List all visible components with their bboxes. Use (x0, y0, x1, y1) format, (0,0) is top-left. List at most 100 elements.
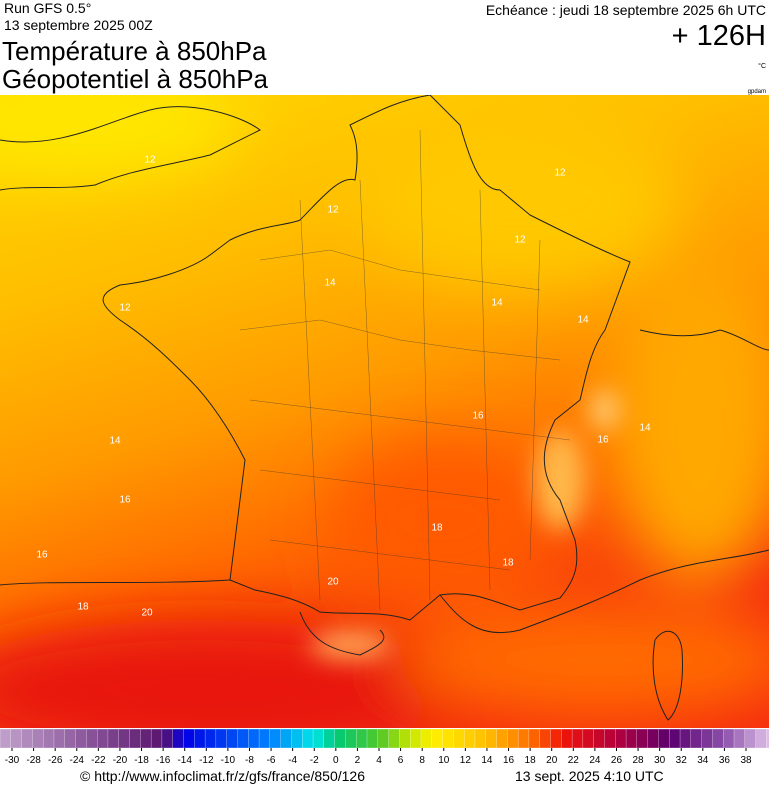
scale-swatch (140, 728, 152, 749)
scale-swatch (615, 728, 627, 749)
scale-tick-label: -6 (267, 755, 276, 766)
contour-label: 14 (491, 298, 503, 309)
scale-swatch (463, 728, 476, 749)
scale-tick-label: -12 (199, 755, 214, 766)
scale-swatch (377, 728, 390, 749)
title-geopotential: Géopotentiel à 850hPa (2, 64, 269, 94)
scale-swatch (485, 728, 498, 749)
scale-tick-label: 4 (376, 755, 382, 766)
scale-swatch (388, 728, 401, 749)
contour-label: 14 (639, 423, 651, 434)
scale-swatch (517, 728, 530, 749)
scale-swatch (507, 728, 519, 749)
scale-swatch (345, 728, 357, 749)
scale-swatch (150, 728, 163, 749)
scale-swatch (356, 728, 368, 749)
scale-tick-label: 22 (568, 755, 580, 766)
scale-tick-label: -22 (91, 755, 106, 766)
scale-swatch (571, 728, 584, 749)
scale-tick-label: -18 (134, 755, 149, 766)
unit-temperature: °C (758, 62, 766, 70)
scale-swatch (258, 728, 271, 749)
scale-tick-label: 12 (460, 755, 472, 766)
scale-swatch (366, 728, 379, 749)
scale-swatch (755, 728, 768, 749)
scale-swatch (302, 728, 314, 749)
contour-label: 14 (577, 315, 589, 326)
scale-swatch (53, 728, 66, 749)
contour-label: 12 (554, 168, 566, 179)
scale-tick-label: -30 (5, 755, 20, 766)
scale-tick-label: -2 (310, 755, 319, 766)
scale-swatch (496, 728, 508, 749)
scale-swatch (237, 728, 249, 749)
scale-swatch (669, 728, 681, 749)
scale-tick-label: -8 (245, 755, 254, 766)
contour-label: 16 (597, 435, 609, 446)
scale-swatch (410, 728, 422, 749)
scale-swatch (64, 728, 77, 749)
scale-swatch (539, 728, 552, 749)
scale-swatch (43, 728, 55, 749)
scale-swatch (161, 728, 174, 749)
contour-labels: 12 12 12 12 12 14 14 14 14 14 16 16 16 16 18 18 18 20 20 (36, 155, 651, 619)
scale-swatch (215, 728, 228, 749)
scale-swatch (107, 728, 120, 749)
scale-swatch (636, 728, 649, 749)
scale-tick-label: -28 (26, 755, 41, 766)
scale-swatch (604, 728, 616, 749)
map: 12 12 12 12 12 14 14 14 14 14 16 16 16 16 18 18 18 20 20 (0, 95, 769, 728)
scale-tick-label: 26 (611, 755, 623, 766)
scale-tick-label: -4 (288, 755, 297, 766)
scale-swatch (744, 728, 757, 749)
scale-tick-label: -20 (113, 755, 128, 766)
scale-swatch (766, 728, 769, 749)
scale-swatch (453, 728, 465, 749)
scale-swatch (690, 728, 703, 749)
scale-swatch (399, 728, 411, 749)
coastlines-and-borders (0, 95, 769, 721)
color-scale: -30 -28 -26 -24 -22 -20 -18 -16 -14 -12 -10 -8 -6 -4-… (0, 728, 769, 766)
temperature-patches (0, 95, 769, 728)
scale-tick-label: 28 (632, 755, 644, 766)
scale-swatch (0, 728, 12, 749)
scale-swatch (431, 728, 444, 749)
scale-tick-label: 36 (719, 755, 731, 766)
scale-swatch (312, 728, 325, 749)
scale-swatch (474, 728, 487, 749)
scale-swatch (118, 728, 131, 749)
scale-swatch (550, 728, 562, 749)
scale-tick-label: 8 (419, 755, 425, 766)
scale-tick-label: -26 (48, 755, 63, 766)
scale-swatch (291, 728, 303, 749)
scale-swatch (647, 728, 660, 749)
scale-swatch (194, 728, 206, 749)
scale-tick-label: 32 (676, 755, 688, 766)
lead-time: + 126H (672, 20, 766, 52)
scale-tick-label: -14 (177, 755, 192, 766)
scale-swatch (712, 728, 724, 749)
contour-label: 18 (502, 558, 514, 569)
scale-swatch (723, 728, 735, 749)
scale-tick-label: 0 (333, 755, 339, 766)
scale-swatch (75, 728, 88, 749)
department-lines (239, 129, 571, 611)
scale-swatch (582, 728, 595, 749)
contour-label: 12 (327, 205, 339, 216)
contour-label: 16 (36, 550, 48, 561)
scale-swatch (561, 728, 573, 749)
forecast-time: Echéance : jeudi 18 septembre 2025 6h UT… (486, 2, 766, 18)
unit-geopotential: gpdam (748, 89, 766, 95)
scale-tick-label: 24 (589, 755, 601, 766)
scale-swatch (204, 728, 217, 749)
scale-tick-label: 6 (398, 755, 404, 766)
scale-tick-label: -10 (221, 755, 236, 766)
scale-tick-label: 2 (355, 755, 361, 766)
scale-swatch (658, 728, 670, 749)
scale-swatch (280, 728, 293, 749)
scale-tick-label: 18 (525, 755, 537, 766)
scale-tick-label: -16 (156, 755, 171, 766)
contour-label: 16 (472, 411, 484, 422)
title-temperature: Température à 850hPa (2, 36, 267, 66)
